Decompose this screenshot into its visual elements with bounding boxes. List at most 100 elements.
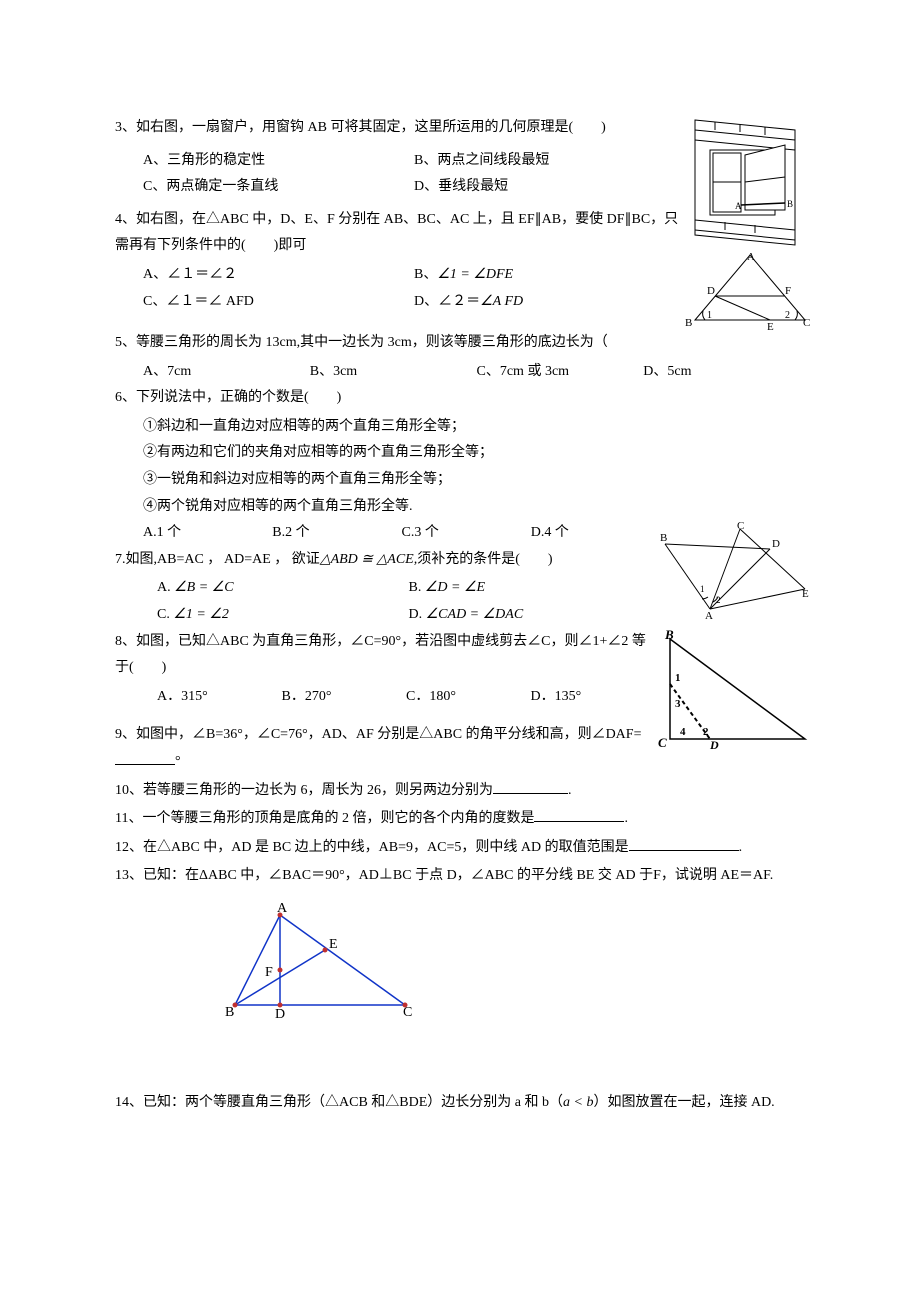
question-6: 6、下列说法中，正确的个数是( ) — [115, 385, 660, 412]
q11-post: . — [624, 811, 628, 826]
q7d-math: ∠CAD = ∠DAC — [426, 607, 524, 622]
question-14: 14、已知：两个等腰直角三角形（△ACB 和△BDE）边长分别为 a 和 b（a… — [115, 1090, 810, 1117]
q4-options-2: C、∠１＝∠ AFD D、∠２＝∠A FD — [115, 289, 685, 316]
q6-opt-a: A.1 个 — [143, 520, 272, 547]
q8-figure-icon: B C D 1 2 3 4 — [655, 629, 810, 749]
q4-label-d: D — [707, 285, 715, 297]
q3-options: A、三角形的稳定性 B、两点之间线段最短 C、两点确定一条直线 D、垂线段最短 — [115, 148, 685, 201]
q7-lc: C — [737, 520, 744, 532]
q7a-math: ∠B = ∠C — [174, 580, 233, 595]
q4-label-b: B — [685, 317, 692, 329]
q7c-math: ∠1 = ∠2 — [173, 607, 229, 622]
question-9: 9、如图中，∠B=36°，∠C=76°，AD、AF 分别是△ABC 的角平分线和… — [115, 722, 655, 775]
q12-pre: 12、在△ABC 中，AD 是 BC 边上的中线，AB=9，AC=5，则中线 A… — [115, 840, 629, 855]
q14-pre: 14、已知：两个等腰直角三角形（△ACB 和△BDE）边长分别为 a 和 b（ — [115, 1095, 563, 1110]
q13-lc: C — [403, 1005, 412, 1020]
q6-text: 6、下列说法中，正确的个数是( ) — [115, 390, 341, 405]
q5-opt-a: A、7cm — [143, 359, 310, 386]
q7-opt-c: C. ∠1 = ∠2 — [157, 602, 409, 629]
q3-opt-d: D、垂线段最短 — [414, 174, 685, 201]
q4-label-e: E — [767, 321, 774, 330]
question-13: 13、已知：在ΔABC 中，∠BAC＝90°，AD⊥BC 于点 D，∠ABC 的… — [115, 863, 810, 890]
q4-label-c: C — [803, 317, 810, 329]
q4-text: 4、如右图，在△ABC 中，D、E、F 分别在 AB、BC、AC 上，且 EF∥… — [115, 212, 678, 254]
question-8: 8、如图，已知△ABC 为直角三角形，∠C=90°，若沿图中虚线剪去∠C，则∠1… — [115, 629, 655, 682]
q10-blank — [493, 780, 568, 794]
q6-l4: ④两个锐角对应相等的两个直角三角形全等. — [115, 494, 660, 521]
q10-pre: 10、若等腰三角形的一边长为 6，周长为 26，则另两边分别为 — [115, 783, 493, 798]
q8-opt-b: B．270° — [282, 684, 407, 711]
q4-label-a: A — [747, 251, 755, 263]
triangle-q4-icon: A B C D E F 1 2 — [685, 250, 810, 330]
question-4: 4、如右图，在△ABC 中，D、E、F 分别在 AB、BC、AC 上，且 EF∥… — [115, 207, 685, 260]
q11-pre: 11、一个等腰三角形的顶角是底角的 2 倍，则它的各个内角的度数是 — [115, 811, 534, 826]
q4-opt-b: B、∠1 = ∠DFE — [414, 262, 685, 289]
q8-lc: C — [658, 735, 667, 749]
spacer — [115, 710, 655, 722]
question-12: 12、在△ABC 中，AD 是 BC 边上的中线，AB=9，AC=5，则中线 A… — [115, 835, 810, 862]
q8-figure: B C D 1 2 3 4 — [655, 629, 810, 778]
q7b-pre: B. — [409, 580, 425, 595]
q4-label-1: 1 — [707, 310, 712, 321]
question-10: 10、若等腰三角形的一边长为 6，周长为 26，则另两边分别为. — [115, 778, 810, 805]
q4-opt-d: D、∠２＝∠A FD — [414, 289, 685, 316]
q5-text: 5、等腰三角形的周长为 13cm,其中一边长为 3cm，则该等腰三角形的底边长为… — [115, 335, 608, 350]
q13-le: E — [329, 937, 338, 952]
q4-label-f: F — [785, 285, 791, 297]
q6-opt-b: B.2 个 — [272, 520, 401, 547]
q8-ld: D — [709, 738, 719, 749]
q8-q9-left: 8、如图，已知△ABC 为直角三角形，∠C=90°，若沿图中虚线剪去∠C，则∠1… — [115, 629, 655, 778]
q14-post: ）如图放置在一起，连接 AD. — [593, 1095, 774, 1110]
q9-pre: 9、如图中，∠B=36°，∠C=76°，AD、AF 分别是△ABC 的角平分线和… — [115, 727, 641, 742]
question-3-4-figures: A B A B C D E F 1 2 — [685, 115, 810, 330]
q8-l3: 3 — [675, 698, 681, 710]
q4-opt-a: A、∠１＝∠２ — [143, 262, 414, 289]
q7-post: 须补充的条件是( ) — [417, 552, 552, 567]
q5-opt-d: D、5cm — [643, 359, 810, 386]
q12-blank — [629, 837, 739, 851]
q13-text: 13、已知：在ΔABC 中，∠BAC＝90°，AD⊥BC 于点 D，∠ABC 的… — [115, 868, 773, 883]
q5-opt-b: B、3cm — [310, 359, 477, 386]
window-label-b: B — [787, 199, 793, 209]
q4-label-2: 2 — [785, 310, 790, 321]
question-5: 5、等腰三角形的周长为 13cm,其中一边长为 3cm，则该等腰三角形的底边长为… — [115, 330, 810, 357]
q4-opt-d-math: ∠A FD — [480, 294, 523, 309]
q6-options: A.1 个 B.2 个 C.3 个 D.4 个 — [115, 520, 660, 547]
q6-l3: ③一锐角和斜边对应相等的两个直角三角形全等； — [115, 467, 660, 494]
q7-figure: B C D E A 1 2 — [660, 519, 810, 619]
q4-opt-d-pre: D、∠２＝ — [414, 294, 480, 309]
q13-lb: B — [225, 1005, 234, 1020]
q7-opt-b: B. ∠D = ∠E — [409, 575, 661, 602]
question-3: 3、如右图，一扇窗户，用窗钩 AB 可将其固定，这里所运用的几何原理是( ) — [115, 115, 685, 142]
q8-l2: 2 — [703, 726, 709, 738]
q7-math: △ABD ≅ △ACE, — [320, 552, 417, 567]
q7-options-2: C. ∠1 = ∠2 D. ∠CAD = ∠DAC — [115, 602, 660, 629]
q4-opt-b-math: ∠1 = ∠DFE — [437, 267, 513, 282]
window-label-a: A — [735, 201, 742, 211]
q13-la: A — [277, 901, 288, 916]
q7a-pre: A. — [157, 580, 174, 595]
q5-options: A、7cm B、3cm C、7cm 或 3cm D、5cm — [115, 359, 810, 386]
q7-lb: B — [660, 532, 667, 544]
q8-text: 8、如图，已知△ABC 为直角三角形，∠C=90°，若沿图中虚线剪去∠C，则∠1… — [115, 634, 646, 676]
q3-opt-c: C、两点确定一条直线 — [143, 174, 414, 201]
q14-math: a < b — [563, 1095, 593, 1110]
q7-figure-icon: B C D E A 1 2 — [660, 519, 810, 619]
q13-lf: F — [265, 965, 273, 980]
q7-opt-d: D. ∠CAD = ∠DAC — [409, 602, 661, 629]
q6-l1: ①斜边和一直角边对应相等的两个直角三角形全等； — [115, 414, 660, 441]
q13-ld: D — [275, 1007, 285, 1020]
q9-blank — [115, 751, 175, 765]
q7-options-1: A. ∠B = ∠C B. ∠D = ∠E — [115, 575, 660, 602]
q7-l2: 2 — [716, 595, 721, 605]
q6-q7-left: 6、下列说法中，正确的个数是( ) ①斜边和一直角边对应相等的两个直角三角形全等… — [115, 385, 660, 628]
q8-opt-c: C．180° — [406, 684, 531, 711]
q3-opt-a: A、三角形的稳定性 — [143, 148, 414, 175]
q8-l1: 1 — [675, 672, 681, 684]
q8-opt-a: A．315° — [157, 684, 282, 711]
q8-lb: B — [664, 629, 674, 642]
q7-ld: D — [772, 538, 780, 550]
q3-opt-b: B、两点之间线段最短 — [414, 148, 685, 175]
q3-text: 3、如右图，一扇窗户，用窗钩 AB 可将其固定，这里所运用的几何原理是( ) — [115, 120, 606, 135]
q6-q7-row: 6、下列说法中，正确的个数是( ) ①斜边和一直角边对应相等的两个直角三角形全等… — [115, 385, 810, 628]
